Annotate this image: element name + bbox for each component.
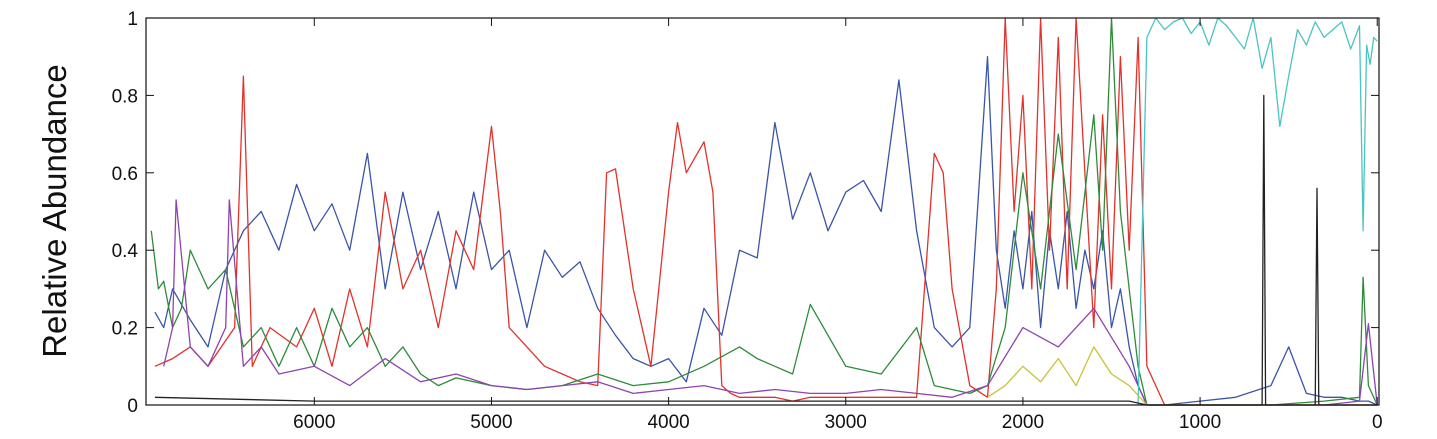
series-line-blue bbox=[154, 56, 1378, 406]
ticks-layer: 6000 5000 4000 3000 2000 1000 0 0 0.2 0.4 0.6 0.8 1 bbox=[112, 9, 1383, 433]
y-tick-label: 0 bbox=[127, 396, 138, 417]
x-tick-label: 6000 bbox=[293, 412, 335, 433]
x-tick-label: 4000 bbox=[647, 412, 689, 433]
x-tick-label: 1000 bbox=[1179, 412, 1221, 433]
x-tick-label: 2000 bbox=[1002, 412, 1044, 433]
y-tick-label: 0.4 bbox=[112, 241, 139, 262]
y-axis-title: Relative Abundance bbox=[36, 64, 73, 358]
x-tick-label: 0 bbox=[1372, 412, 1383, 433]
series-line-black bbox=[154, 94, 1378, 406]
series-line-green bbox=[150, 17, 1378, 406]
series-line-purple bbox=[163, 199, 1378, 406]
series-layer bbox=[150, 17, 1378, 406]
y-tick-label: 0.8 bbox=[112, 86, 138, 107]
x-tick-label: 5000 bbox=[470, 412, 512, 433]
y-tick-label: 0.6 bbox=[112, 164, 138, 185]
y-tick-label: 0.2 bbox=[112, 319, 138, 340]
plot-frame bbox=[145, 17, 1380, 406]
series-line-red bbox=[154, 17, 1378, 406]
y-tick-label: 1 bbox=[127, 9, 138, 30]
series-line-cyan bbox=[1137, 17, 1378, 406]
x-tick-label: 3000 bbox=[825, 412, 867, 433]
